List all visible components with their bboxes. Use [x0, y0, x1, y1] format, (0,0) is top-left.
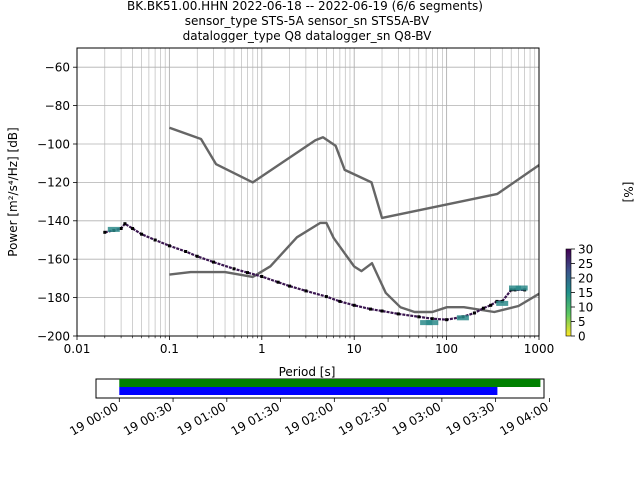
y-tick-label: −80	[45, 99, 70, 113]
ppsd-mode-point	[481, 306, 485, 310]
ppsd-mode-point	[288, 284, 292, 288]
ppsd-density-cell	[426, 320, 439, 326]
ppsd-mode-point	[140, 232, 144, 236]
colorbar-tick-label: 10	[578, 300, 593, 314]
timeline-tick-label: 19 00:00	[67, 399, 120, 438]
x-tick-label: 1	[258, 342, 266, 356]
y-tick-label: −60	[45, 61, 70, 75]
ppsd-density-cell	[496, 300, 509, 306]
ppsd-mode-point	[276, 280, 280, 284]
timeline-bar	[119, 387, 498, 395]
ppsd-mode-point	[304, 289, 308, 293]
time-coverage-panel: 19 00:00 19 00:30 19 01:00 19 01:30 19 02:00…	[67, 378, 551, 438]
x-tick-label: 100	[435, 342, 458, 356]
y-axis-label: Power [m²/s⁴/Hz] [dB]	[6, 127, 20, 256]
ppsd-mode-point	[417, 315, 421, 319]
colorbar-tick-label: 30	[578, 242, 593, 256]
ppsd-mode-point	[324, 295, 328, 299]
colorbar-tick-label: 0	[578, 329, 586, 343]
ppsd-density-cell	[509, 285, 521, 291]
ppsd-mode-point	[246, 271, 249, 275]
ppsd-mode-point	[131, 227, 135, 230]
ppsd-density-cell	[420, 320, 433, 326]
ppsd-mode-point	[396, 312, 400, 316]
y-tick-label: −200	[37, 329, 70, 343]
timeline-tick-label: 19 03:00	[390, 399, 443, 438]
chart-title-line-3: datalogger_type Q8 datalogger_sn Q8-BV	[183, 29, 433, 43]
x-axis-ticks: 0.01 0.1 1 10 100 1000	[64, 336, 555, 356]
y-tick-label: −140	[37, 214, 70, 228]
colorbar-tick-label: 25	[578, 257, 593, 271]
y-tick-label: −120	[37, 176, 70, 190]
ppsd-mode-point	[123, 222, 127, 226]
noise-model-line	[168, 126, 540, 220]
y-axis-ticks: −60 −80 −100 −120 −140 −160 −180 −200	[37, 61, 77, 343]
y-tick-label: −160	[37, 253, 70, 267]
ppsd-plot-area: 0.01 0.1 1 10 100 1000 −60 −80 −100 −120 −140 −160…	[37, 47, 555, 356]
colorbar	[565, 248, 572, 337]
ppsd-density-cell	[456, 315, 469, 321]
ppsd-mode-point	[260, 275, 264, 278]
ppsd-mode-point	[445, 318, 449, 322]
timeline-ticks: 19 00:00 19 00:30 19 01:00 19 01:30 19 02:00…	[67, 398, 551, 438]
grid-lines	[77, 48, 539, 336]
timeline-tick-label: 19 02:30	[336, 399, 389, 438]
timeline-tick-label: 19 01:30	[229, 399, 282, 438]
ppsd-mode-point	[338, 299, 342, 303]
chart-title-line-1: BK.BK51.00.HHN 2022-06-18 -- 2022-06-19 …	[127, 0, 483, 13]
timeline-tick-label: 19 03:30	[444, 399, 497, 438]
colorbar-tick-label: 5	[578, 315, 586, 329]
timeline-tick-label: 19 01:00	[175, 399, 228, 438]
ppsd-mode-point	[103, 230, 107, 234]
ppsd-mode-point	[153, 238, 157, 242]
ppsd-mode-point	[232, 267, 236, 271]
x-tick-label: 1000	[524, 342, 555, 356]
ppsd-mode-point	[430, 317, 434, 321]
colorbar-tick-label: 15	[578, 286, 593, 300]
x-tick-label: 10	[347, 342, 362, 356]
timeline-tick-label: 19 02:00	[282, 399, 335, 438]
x-tick-label: 0.01	[64, 342, 91, 356]
x-tick-label: 0.1	[160, 342, 179, 356]
ppsd-density-cell	[107, 226, 120, 232]
ppsd-mode-point	[119, 227, 123, 230]
x-axis-label: Period [s]	[279, 365, 336, 379]
chart-title-line-2: sensor_type STS-5A sensor_sn STS5A-BV	[185, 14, 430, 28]
ppsd-mode-line	[104, 222, 525, 321]
ppsd-density-cell	[515, 285, 528, 291]
ppsd-mode-point	[167, 244, 171, 248]
ppsd-mode-point	[212, 260, 215, 264]
ppsd-mode-point	[195, 254, 199, 258]
timeline-tick-label: 19 04:00	[497, 399, 550, 438]
series-layer	[103, 126, 540, 326]
ppsd-mode-point	[489, 303, 493, 307]
timeline-bar	[119, 379, 541, 387]
plot-frame	[76, 47, 540, 337]
timeline-bars	[119, 379, 541, 395]
ppsd-mode-point	[472, 311, 476, 315]
colorbar-tick-label: 20	[578, 271, 593, 285]
ppsd-mode-point	[352, 303, 356, 307]
ppsd-mode-point	[369, 307, 372, 311]
noise-model-line	[169, 221, 540, 314]
colorbar-label: [%]	[621, 182, 635, 203]
timeline-tick-label: 19 00:30	[121, 399, 174, 438]
ppsd-mode-point	[380, 309, 384, 313]
y-tick-label: −100	[37, 137, 70, 151]
ppsd-mode-point	[184, 250, 188, 253]
y-tick-label: −180	[37, 291, 70, 305]
